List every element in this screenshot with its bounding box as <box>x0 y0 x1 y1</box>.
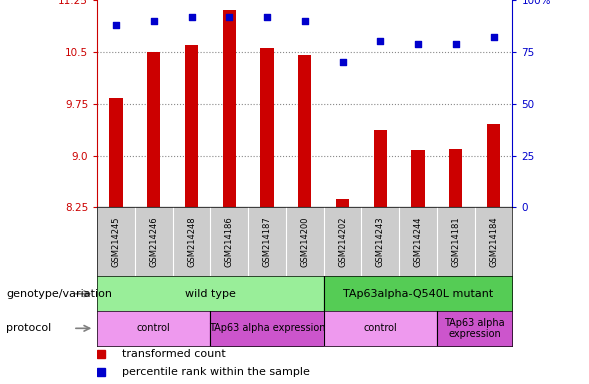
Point <box>451 40 461 46</box>
Text: genotype/variation: genotype/variation <box>6 289 112 299</box>
Point <box>149 18 158 24</box>
Text: control: control <box>137 323 171 333</box>
Bar <box>487 124 500 207</box>
Text: GSM214181: GSM214181 <box>451 217 461 267</box>
Text: percentile rank within the sample: percentile rank within the sample <box>122 366 310 377</box>
Bar <box>373 130 387 207</box>
Bar <box>260 48 274 207</box>
Bar <box>449 149 462 207</box>
Text: GSM214246: GSM214246 <box>149 217 158 267</box>
Bar <box>336 199 349 207</box>
Bar <box>185 45 198 207</box>
Text: GSM214200: GSM214200 <box>300 217 309 267</box>
Point <box>489 34 498 40</box>
Point <box>338 59 348 65</box>
Text: GSM214187: GSM214187 <box>263 217 272 267</box>
Bar <box>147 52 160 207</box>
Text: transformed count: transformed count <box>122 349 226 359</box>
Text: control: control <box>363 323 397 333</box>
Text: GSM214243: GSM214243 <box>376 217 385 267</box>
Text: GSM214245: GSM214245 <box>111 217 121 267</box>
Text: GSM214248: GSM214248 <box>187 217 196 267</box>
Point <box>300 18 310 24</box>
Point <box>224 13 234 20</box>
Text: GSM214202: GSM214202 <box>338 217 347 267</box>
Text: GSM214186: GSM214186 <box>225 217 234 267</box>
Point <box>111 22 121 28</box>
Bar <box>110 98 123 207</box>
Text: GSM214244: GSM214244 <box>413 217 422 267</box>
Bar <box>298 55 312 207</box>
Text: wild type: wild type <box>185 289 236 299</box>
Point <box>376 38 385 45</box>
Text: protocol: protocol <box>6 323 51 333</box>
Text: TAp63 alpha
expression: TAp63 alpha expression <box>444 318 505 339</box>
Text: GSM214184: GSM214184 <box>489 217 498 267</box>
Point <box>262 13 272 20</box>
Text: TAp63 alpha expression: TAp63 alpha expression <box>209 323 325 333</box>
Point <box>187 13 196 20</box>
Text: TAp63alpha-Q540L mutant: TAp63alpha-Q540L mutant <box>343 289 493 299</box>
Point <box>413 40 423 46</box>
Bar <box>412 150 425 207</box>
Bar <box>223 10 236 207</box>
